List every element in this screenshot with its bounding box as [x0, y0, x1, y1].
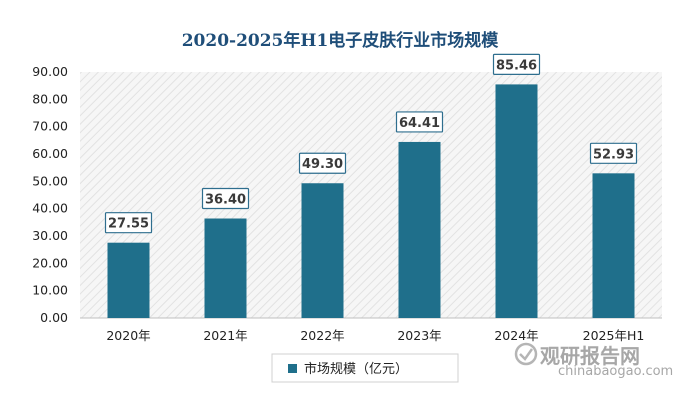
- x-tick-label: 2021年: [203, 328, 247, 343]
- watermark-logo-text: 观研报告网: [540, 344, 640, 368]
- legend-swatch: [288, 364, 297, 373]
- data-label-box: [589, 142, 638, 164]
- plot-area: [80, 72, 662, 318]
- y-tick-label: 60.00: [32, 146, 68, 161]
- data-label: 49.30: [302, 157, 343, 172]
- watermark-url: chinabaogao.com: [558, 364, 674, 379]
- y-tick-label: 30.00: [32, 228, 68, 243]
- legend-label: 市场规模（亿元）: [304, 361, 408, 377]
- x-tick-label: 2025年H1: [583, 328, 645, 343]
- data-label-box: [395, 111, 444, 133]
- y-tick-label: 10.00: [32, 283, 68, 298]
- legend-box: [271, 353, 459, 383]
- watermark-logo-icon: [514, 342, 538, 366]
- y-tick-label: 20.00: [32, 255, 68, 270]
- bar: [204, 218, 247, 318]
- y-tick-label: 90.00: [32, 64, 68, 79]
- chart-title: 2020-2025年H1电子皮肤行业市场规模: [181, 31, 499, 51]
- data-label: 52.93: [593, 147, 634, 162]
- x-tick-label: 2023年: [397, 328, 441, 343]
- data-label: 36.40: [205, 193, 246, 208]
- bar: [398, 141, 441, 318]
- y-tick-label: 70.00: [32, 119, 68, 134]
- y-tick-label: 80.00: [32, 91, 68, 106]
- bar: [301, 183, 344, 318]
- x-tick-label: 2022年: [300, 328, 344, 343]
- data-label: 64.41: [399, 116, 440, 131]
- data-label-box: [104, 212, 153, 234]
- bar: [495, 84, 538, 318]
- y-tick-label: 0.00: [40, 310, 68, 325]
- x-tick-label: 2020年: [106, 328, 150, 343]
- bar: [592, 173, 635, 318]
- y-tick-label: 50.00: [32, 173, 68, 188]
- y-tick-label: 40.00: [32, 201, 68, 216]
- data-label-box: [298, 152, 347, 174]
- bar: [107, 242, 150, 318]
- data-label: 27.55: [108, 217, 149, 232]
- data-label: 85.46: [496, 58, 537, 73]
- data-label-box: [201, 187, 250, 210]
- data-label-box: [492, 53, 541, 76]
- x-tick-label: 2024年: [494, 328, 538, 343]
